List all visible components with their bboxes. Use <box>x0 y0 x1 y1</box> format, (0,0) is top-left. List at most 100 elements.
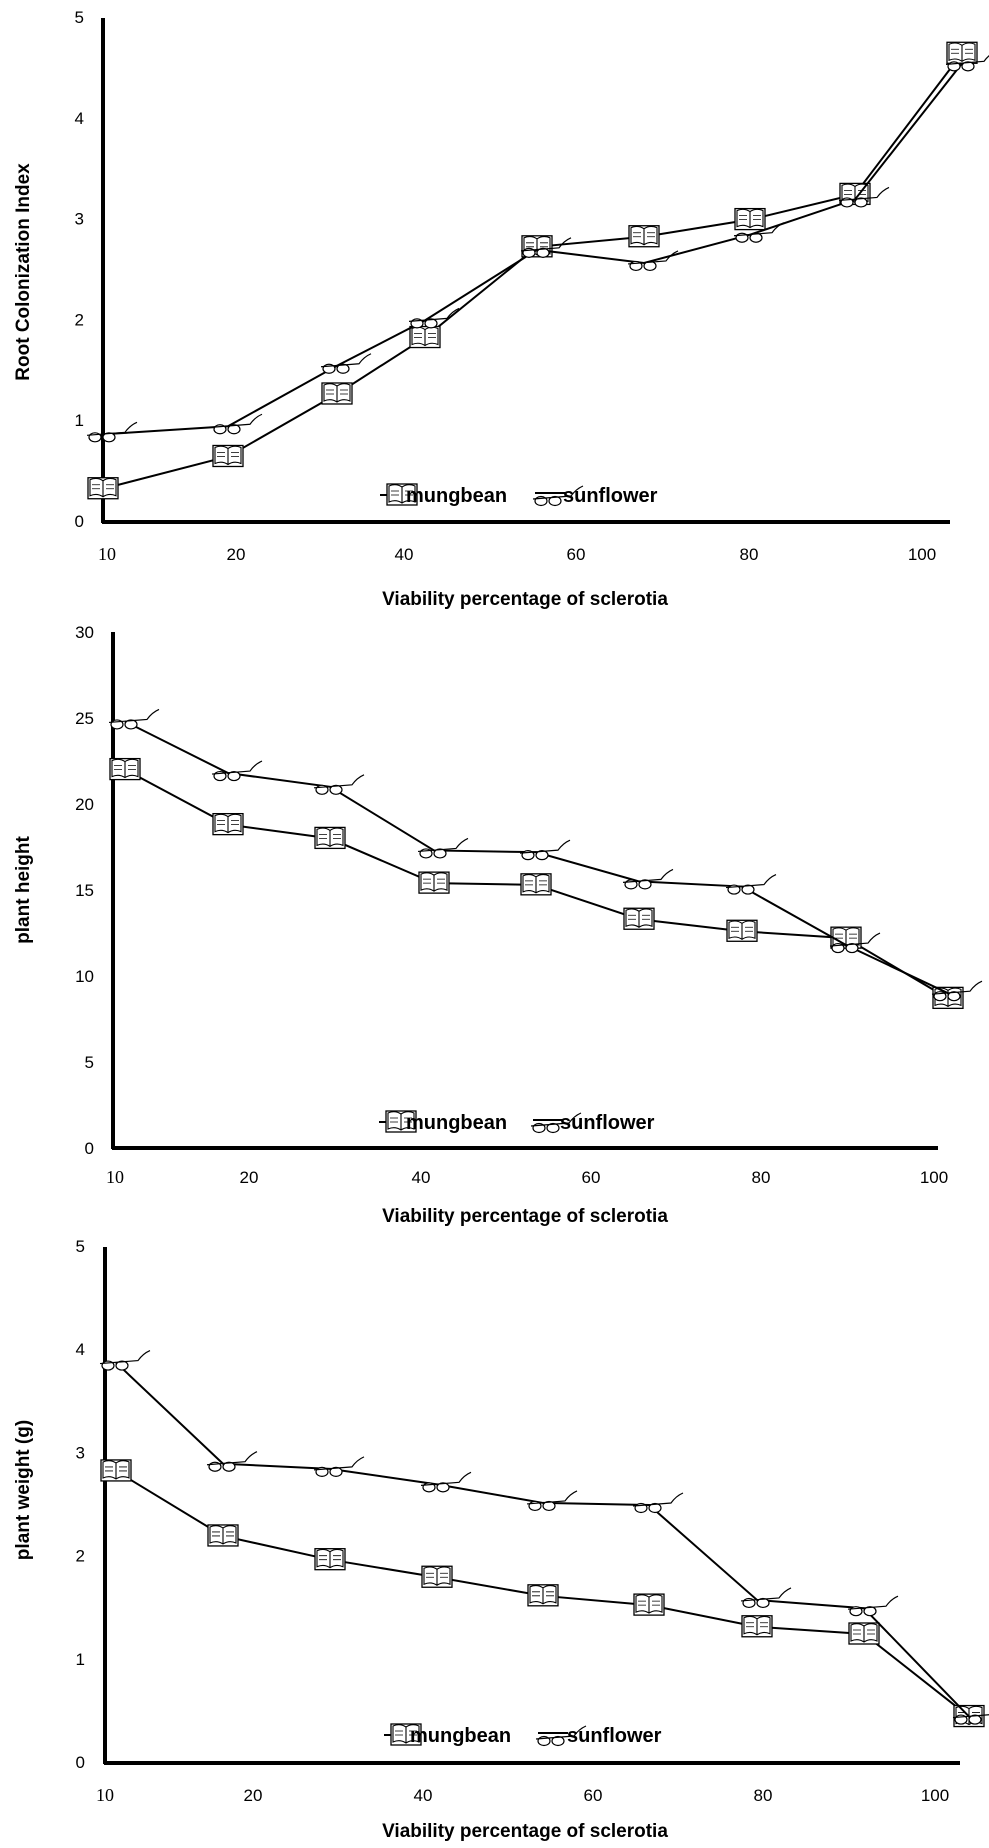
point-sunflower-8-frame <box>931 980 983 995</box>
point-mungbean-7-lines <box>844 190 866 195</box>
x-tick-label: 10 <box>106 1167 124 1187</box>
legend-marker-mungbean-lines <box>390 1117 412 1123</box>
point-mungbean-0-pages <box>89 477 117 498</box>
y-tick-label: 30 <box>75 623 94 642</box>
legend-marker-sunflower <box>535 1725 587 1747</box>
y-tick-label: 3 <box>76 1443 85 1462</box>
point-sunflower-1 <box>211 413 263 435</box>
point-sunflower-6 <box>725 874 777 895</box>
point-sunflower-6-right-lens <box>741 884 755 895</box>
point-sunflower-5-right-lens <box>648 1502 662 1514</box>
point-mungbean-1-lines <box>217 820 239 826</box>
point-sunflower-7 <box>838 186 890 208</box>
point-sunflower-4 <box>520 237 572 258</box>
legend-marker-sunflower-frame <box>532 485 584 500</box>
legend-label-mungbean: mungbean <box>406 1112 507 1134</box>
point-sunflower-6 <box>740 1587 792 1609</box>
point-mungbean-6-lines <box>746 1622 768 1628</box>
series-mungbean <box>100 1459 985 1728</box>
legend-label-sunflower: sunflower <box>567 1725 662 1747</box>
x-tick-label: 100 <box>920 1168 948 1187</box>
y-tick-label: 4 <box>76 1340 85 1359</box>
x-axis-title: Viability percentage of sclerotia <box>382 1821 668 1842</box>
y-tick-label: 2 <box>76 1547 85 1566</box>
legend-label-sunflower: sunflower <box>563 485 658 507</box>
point-mungbean-1 <box>212 444 244 468</box>
point-mungbean-3-lines <box>426 1572 448 1578</box>
point-mungbean-5 <box>623 907 655 930</box>
point-mungbean-5-lines <box>628 914 650 920</box>
point-sunflower-2-right-lens <box>336 363 350 374</box>
point-sunflower-3 <box>417 837 469 859</box>
point-sunflower-6-right-lens <box>756 1597 770 1609</box>
point-sunflower-4-frame <box>520 237 572 252</box>
point-sunflower-2-right-lens <box>329 784 343 795</box>
point-sunflower-0 <box>99 1350 151 1371</box>
point-mungbean-6 <box>726 919 758 942</box>
point-mungbean-5-pages <box>625 908 653 928</box>
legend-marker-sunflower <box>532 485 584 507</box>
point-mungbean-3-pages <box>411 326 439 347</box>
point-mungbean-2-pages <box>316 1548 344 1569</box>
point-sunflower-0-frame <box>99 1350 151 1365</box>
point-sunflower-1-frame <box>211 413 263 428</box>
point-sunflower-8-right-lens <box>947 991 961 1002</box>
point-sunflower-3 <box>420 1471 472 1493</box>
x-tick-label: 60 <box>567 545 586 564</box>
x-tick-label: 10 <box>98 544 116 564</box>
point-mungbean-1 <box>207 1524 239 1547</box>
point-mungbean-0 <box>109 757 141 781</box>
point-mungbean-4-lines <box>526 242 548 248</box>
point-sunflower-4-right-lens <box>542 1500 556 1512</box>
series-line-sunflower <box>115 1361 970 1718</box>
y-axis-title: plant height <box>13 836 34 944</box>
x-tick-label: 100 <box>921 1786 949 1805</box>
point-mungbean-6-pages <box>743 1615 771 1636</box>
x-tick-label: 20 <box>244 1786 263 1805</box>
point-mungbean-7-lines <box>853 1629 875 1635</box>
point-mungbean-6 <box>734 207 766 231</box>
legend-marker-sunflower-right-lens <box>551 1735 565 1747</box>
point-sunflower-4 <box>519 839 571 861</box>
point-mungbean-2 <box>314 826 346 850</box>
point-sunflower-2-frame <box>313 1456 365 1471</box>
point-sunflower-6-frame <box>740 1587 792 1602</box>
point-mungbean-4 <box>527 1584 559 1607</box>
point-mungbean-8 <box>946 41 978 64</box>
point-mungbean-5-lines <box>638 1600 660 1606</box>
y-tick-label: 4 <box>75 109 84 128</box>
legend-marker-mungbean-lines <box>391 490 413 496</box>
point-mungbean-2 <box>314 1548 346 1571</box>
x-tick-label: 80 <box>740 545 759 564</box>
point-mungbean-1 <box>212 812 244 836</box>
series-mungbean <box>87 41 978 500</box>
legend-marker-sunflower-frame <box>535 1725 587 1740</box>
y-tick-label: 10 <box>75 967 94 986</box>
point-mungbean-1-pages <box>214 445 242 466</box>
point-mungbean-3-pages <box>423 1566 451 1586</box>
point-mungbean-3-lines <box>414 333 436 338</box>
point-sunflower-2-right-lens <box>329 1466 343 1477</box>
point-mungbean-2-pages <box>316 827 344 848</box>
y-tick-label: 0 <box>75 512 84 531</box>
point-sunflower-1-frame <box>206 1451 258 1466</box>
point-mungbean-0 <box>100 1459 132 1482</box>
x-tick-label: 40 <box>412 1168 431 1187</box>
series-sunflower <box>99 1350 989 1725</box>
legend-marker-mungbean-pages <box>388 484 416 504</box>
point-sunflower-3-frame <box>408 307 460 322</box>
point-sunflower-2-frame <box>313 774 365 789</box>
point-sunflower-6 <box>733 222 785 243</box>
point-mungbean-6-lines <box>739 215 761 220</box>
point-sunflower-6-right-lens <box>749 232 763 243</box>
legend-marker-mungbean <box>385 1110 417 1133</box>
y-tick-label: 1 <box>76 1650 85 1669</box>
y-axis-title: Root Colonization Index <box>13 163 34 381</box>
point-sunflower-1 <box>211 760 263 782</box>
point-sunflower-8 <box>931 980 983 1002</box>
point-sunflower-2 <box>313 774 365 795</box>
point-mungbean-2-lines <box>326 389 348 395</box>
x-axis-title: Viability percentage of sclerotia <box>382 1206 668 1227</box>
point-sunflower-0 <box>108 708 160 730</box>
point-mungbean-4 <box>520 873 552 896</box>
